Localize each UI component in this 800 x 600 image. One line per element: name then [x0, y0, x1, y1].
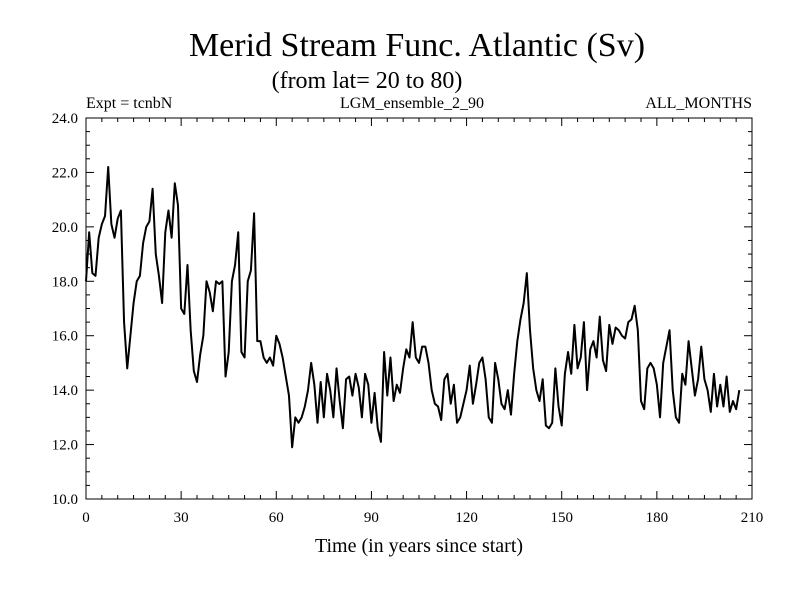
- x-tick-label: 0: [82, 510, 90, 526]
- y-tick-label: 16.0: [52, 329, 78, 345]
- experiment-label: Expt = tcnbN: [86, 95, 173, 112]
- y-tick-label: 24.0: [52, 111, 78, 127]
- chart-title: Merid Stream Func. Atlantic (Sv): [189, 27, 645, 64]
- y-tick-label: 14.0: [52, 383, 78, 399]
- chart-subtitle: (from lat= 20 to 80): [272, 68, 463, 94]
- axis-ticks: [85, 117, 753, 500]
- y-tick-label: 12.0: [52, 438, 78, 454]
- x-axis-label: Time (in years since start): [315, 535, 523, 557]
- x-tick-label: 180: [646, 510, 669, 526]
- x-tick-label: 30: [174, 510, 189, 526]
- x-tick-label: 150: [550, 510, 573, 526]
- y-tick-label: 20.0: [52, 220, 78, 236]
- y-tick-label: 18.0: [52, 274, 78, 290]
- months-label: ALL_MONTHS: [645, 95, 752, 112]
- x-tick-label: 210: [741, 510, 764, 526]
- y-tick-label: 10.0: [52, 492, 78, 508]
- plot-frame: [85, 117, 753, 500]
- x-tick-label: 60: [269, 510, 284, 526]
- x-tick-label: 90: [364, 510, 379, 526]
- dataset-label: LGM_ensemble_2_90: [340, 95, 484, 112]
- x-tick-label: 120: [455, 510, 478, 526]
- series-line-amoc: [85, 165, 741, 449]
- axis-tick-labels: 0 30 60 90 120 150 180 210 10.0 12.0 14.0 16.0 18.0 2…: [52, 111, 764, 526]
- y-tick-label: 22.0: [52, 165, 78, 181]
